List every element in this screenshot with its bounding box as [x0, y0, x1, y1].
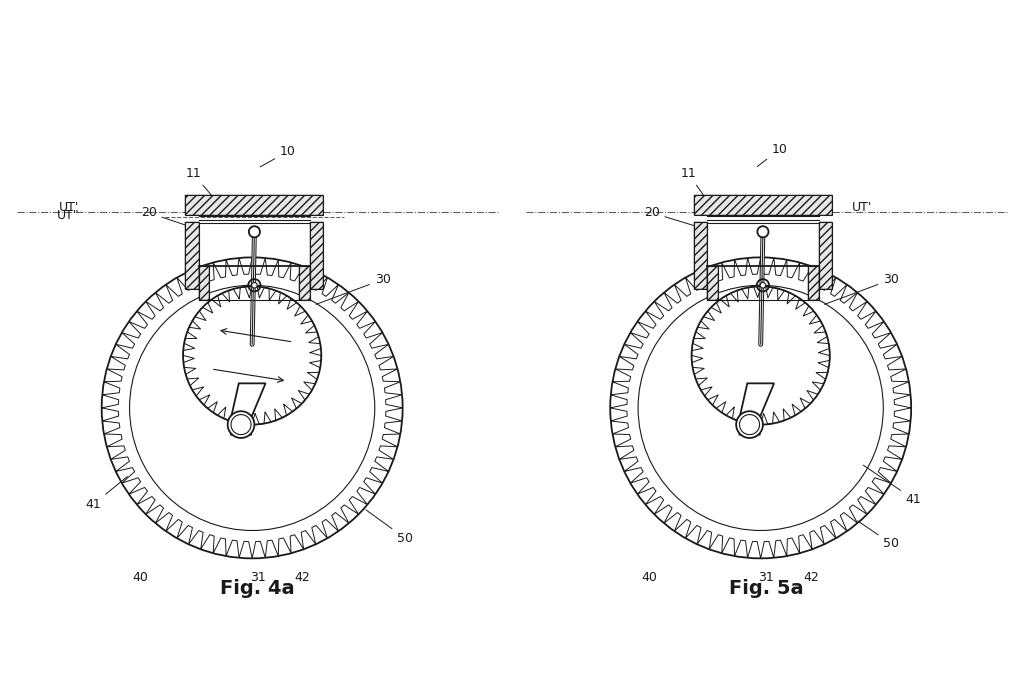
Bar	[199, 266, 209, 300]
Text: UT": UT"	[56, 209, 80, 222]
Polygon shape	[739, 383, 774, 434]
Circle shape	[758, 226, 768, 237]
Circle shape	[227, 411, 254, 438]
Bar	[185, 222, 199, 288]
Bar	[310, 222, 324, 288]
Text: Fig. 4a: Fig. 4a	[220, 579, 295, 598]
Bar	[185, 195, 324, 215]
Circle shape	[101, 257, 402, 559]
Text: 40: 40	[641, 571, 657, 584]
Bar	[199, 266, 209, 300]
Circle shape	[760, 282, 766, 288]
Text: 10: 10	[758, 143, 787, 166]
Bar	[310, 222, 324, 288]
Bar	[694, 195, 833, 215]
Text: 10: 10	[260, 145, 296, 167]
Bar	[185, 222, 199, 288]
Text: 31: 31	[759, 571, 774, 584]
Text: 11: 11	[680, 167, 703, 195]
Text: 42: 42	[803, 571, 819, 584]
Text: 40: 40	[133, 571, 148, 584]
Text: 50: 50	[366, 510, 413, 545]
Circle shape	[183, 286, 322, 425]
Text: 11: 11	[185, 167, 211, 195]
Text: UT': UT'	[852, 201, 872, 214]
Bar	[694, 222, 708, 288]
Circle shape	[691, 286, 829, 425]
Circle shape	[610, 257, 911, 559]
Text: 41: 41	[85, 477, 127, 512]
Circle shape	[231, 415, 251, 434]
Bar	[299, 266, 310, 300]
Text: 31: 31	[250, 571, 265, 584]
Text: UT': UT'	[59, 201, 80, 214]
Bar	[694, 222, 708, 288]
Bar	[808, 266, 818, 300]
Bar	[708, 266, 718, 300]
Text: 20: 20	[644, 206, 708, 230]
Bar	[694, 195, 833, 215]
Text: 20: 20	[140, 206, 200, 230]
Text: 42: 42	[295, 571, 310, 584]
Polygon shape	[231, 383, 265, 434]
Circle shape	[249, 226, 260, 237]
Bar	[808, 266, 818, 300]
Bar	[818, 222, 833, 288]
Text: Fig. 5a: Fig. 5a	[729, 579, 804, 598]
Circle shape	[739, 415, 760, 434]
Bar	[299, 266, 310, 300]
Bar	[708, 266, 718, 300]
Text: 50: 50	[858, 521, 899, 550]
Circle shape	[736, 411, 763, 438]
Text: 41: 41	[863, 465, 922, 505]
Text: 30: 30	[824, 273, 899, 304]
Bar	[818, 222, 833, 288]
Text: 30: 30	[316, 273, 390, 304]
Bar	[185, 195, 324, 215]
Circle shape	[252, 282, 257, 288]
